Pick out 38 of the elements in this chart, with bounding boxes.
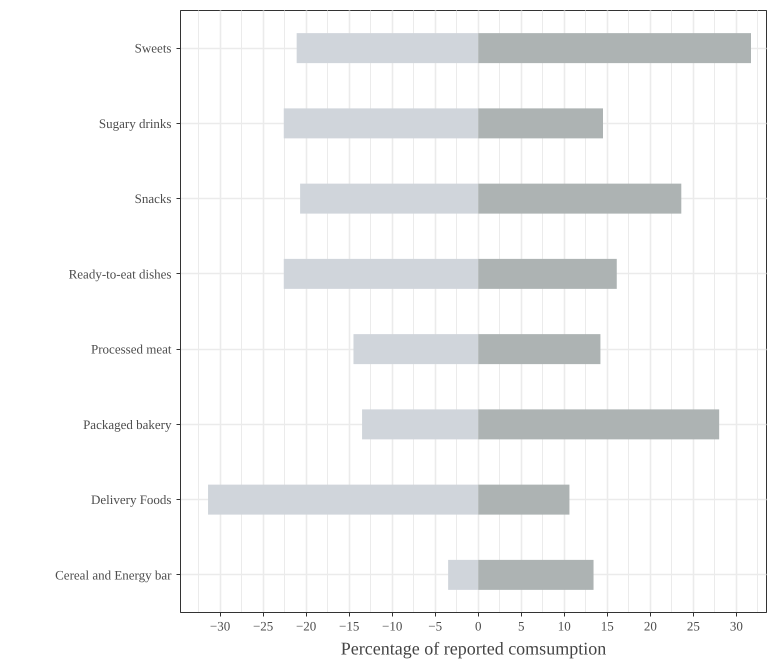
x-tick-label: 30 [730, 618, 743, 634]
y-tick-label: Cereal and Energy bar [55, 567, 172, 582]
bar [208, 484, 478, 515]
bar [478, 33, 752, 64]
bar [478, 184, 682, 214]
x-tick-label: 5 [518, 618, 525, 634]
x-tick-label: 0 [474, 618, 482, 634]
bar [478, 484, 570, 515]
y-tick-label: Sweets [134, 40, 172, 56]
bar [478, 409, 720, 440]
bar [296, 33, 478, 64]
x-tick-label: 10 [558, 618, 571, 634]
x-tick-label: −10 [382, 618, 402, 634]
x-tick-label: −5 [428, 618, 442, 634]
x-tick-label: 15 [600, 618, 614, 634]
bar [478, 258, 617, 289]
x-tick-label: −25 [252, 618, 274, 634]
bar [478, 108, 604, 138]
y-tick-label: Snacks [134, 191, 172, 206]
y-tick-label: Processed meat [91, 342, 172, 357]
y-tick-label: Delivery Foods [90, 492, 172, 508]
x-tick-label: 25 [686, 618, 700, 634]
x-tick-label: −15 [338, 618, 360, 634]
bar [353, 334, 478, 364]
x-axis-title: Percentage of reported comsumption [340, 638, 606, 658]
bar [448, 560, 478, 590]
y-tick-label: Sugary drinks [98, 116, 172, 131]
bar [300, 184, 478, 214]
bar [362, 409, 478, 440]
bar [478, 334, 600, 364]
y-tick-label: Ready-to-eat dishes [68, 266, 172, 282]
bar [284, 258, 478, 289]
x-tick-label: −20 [296, 618, 316, 634]
bar [478, 560, 594, 590]
x-tick-label: 20 [644, 618, 657, 634]
x-tick-label: −30 [210, 618, 230, 634]
bar [284, 108, 478, 138]
y-tick-label: Packaged bakery [83, 416, 172, 432]
